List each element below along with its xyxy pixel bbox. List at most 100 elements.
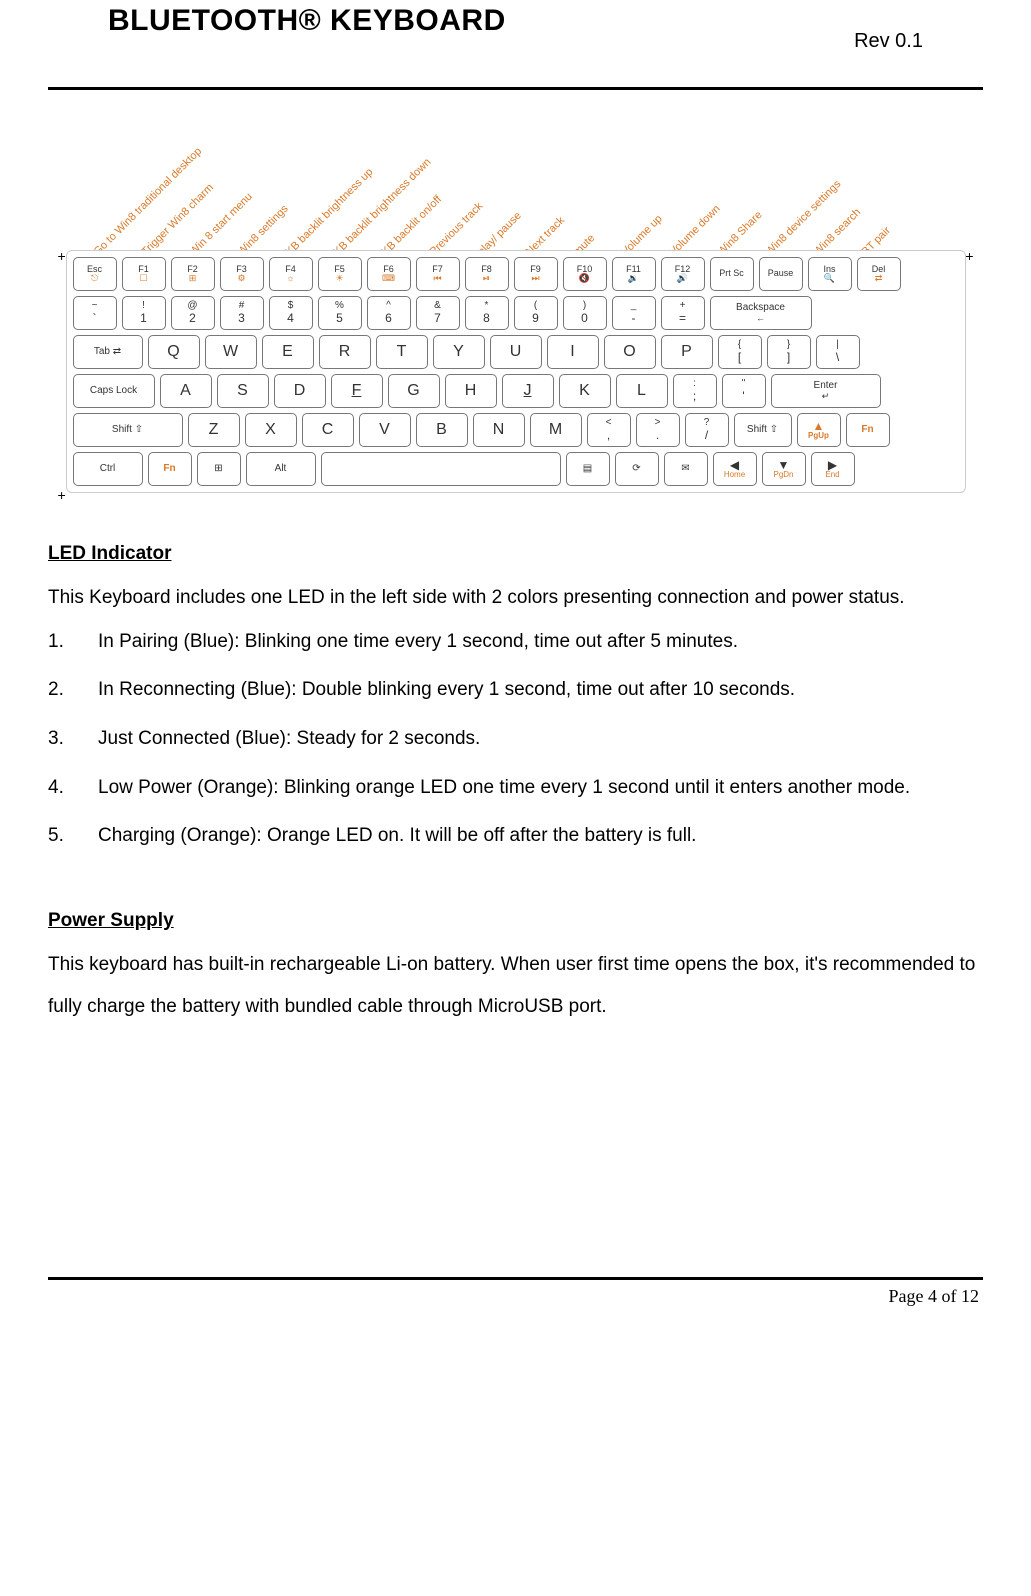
keyboard-key: (9 — [514, 296, 558, 330]
keyboard-key: !1 — [122, 296, 166, 330]
reg-mark-left: + — [58, 248, 66, 264]
keyboard-row: Tab ⇄QWERTYUIOP{[}]|\ — [73, 335, 959, 369]
keyboard-key: S — [217, 374, 269, 408]
keyboard-key: I — [547, 335, 599, 369]
keyboard-key: }] — [767, 335, 811, 369]
keyboard-key: Tab ⇄ — [73, 335, 143, 369]
list-item: Low Power (Orange): Blinking orange LED … — [48, 775, 983, 802]
list-item: Charging (Orange): Orange LED on. It wil… — [48, 823, 983, 850]
keyboard-key: :; — [673, 374, 717, 408]
footer-rule — [48, 1277, 983, 1280]
keyboard-key: F9⏭ — [514, 257, 558, 291]
keyboard-key: += — [661, 296, 705, 330]
keyboard-key: #3 — [220, 296, 264, 330]
keyboard-row: ~`!1@2#3$4%5^6&7*8(9)0_-+=Backspace← — [73, 296, 959, 330]
keyboard-row: Shift ⇧ZXCVBNM<,>.?/Shift ⇧▲PgUpFn — [73, 413, 959, 447]
keyboard-key: %5 — [318, 296, 362, 330]
keyboard-key: Fn — [148, 452, 192, 486]
fn-annotation: KB backlit brightness down — [331, 156, 433, 258]
keyboard-key: ◀Home — [713, 452, 757, 486]
reg-mark-right: + — [965, 248, 973, 264]
keyboard-key: )0 — [563, 296, 607, 330]
keyboard-key: W — [205, 335, 257, 369]
keyboard-diagram: + + + Go to Win8 traditional desktopTrig… — [66, 120, 966, 493]
keyboard-key: M — [530, 413, 582, 447]
keyboard-key: ⊞ — [197, 452, 241, 486]
keyboard-key: F4☼ — [269, 257, 313, 291]
keyboard-key: Enter↵ — [771, 374, 881, 408]
list-item: In Reconnecting (Blue): Double blinking … — [48, 677, 983, 704]
keyboard-key: F2⊞ — [171, 257, 215, 291]
keyboard-key: ⟳ — [615, 452, 659, 486]
keyboard-key: T — [376, 335, 428, 369]
keyboard-key: E — [262, 335, 314, 369]
keyboard-key: F7⏮ — [416, 257, 460, 291]
keyboard-key: F1☐ — [122, 257, 166, 291]
keyboard-key: *8 — [465, 296, 509, 330]
header-rule — [48, 87, 983, 90]
keyboard-key: F — [331, 374, 383, 408]
led-intro: This Keyboard includes one LED in the le… — [48, 577, 983, 619]
keyboard-key: R — [319, 335, 371, 369]
keyboard-key: K — [559, 374, 611, 408]
keyboard-key: G — [388, 374, 440, 408]
keyboard-key: &7 — [416, 296, 460, 330]
keyboard-key: Fn — [846, 413, 890, 447]
keyboard-key: Shift ⇧ — [734, 413, 792, 447]
keyboard-key: F8⏯ — [465, 257, 509, 291]
keyboard-key: Caps Lock — [73, 374, 155, 408]
keyboard-key: Alt — [246, 452, 316, 486]
keyboard-row: Esc⎋F1☐F2⊞F3⚙F4☼F5☀F6⌨F7⏮F8⏯F9⏭F10🔇F11🔉F… — [73, 257, 959, 291]
keyboard-key: C — [302, 413, 354, 447]
keyboard-key: U — [490, 335, 542, 369]
keyboard-key: V — [359, 413, 411, 447]
keyboard-key: Esc⎋ — [73, 257, 117, 291]
keyboard-key: N — [473, 413, 525, 447]
keyboard-key: Ins🔍 — [808, 257, 852, 291]
keyboard-key: "' — [722, 374, 766, 408]
keyboard-key: >. — [636, 413, 680, 447]
keyboard-key: F5☀ — [318, 257, 362, 291]
keyboard-key: ✉ — [664, 452, 708, 486]
keyboard-key: X — [245, 413, 297, 447]
keyboard-key: A — [160, 374, 212, 408]
keyboard-key: ~` — [73, 296, 117, 330]
keyboard-key: H — [445, 374, 497, 408]
keyboard-key: {[ — [718, 335, 762, 369]
keyboard-key: ▲PgUp — [797, 413, 841, 447]
led-heading: LED Indicator — [48, 543, 983, 565]
keyboard-key: ▤ — [566, 452, 610, 486]
keyboard-key: F12🔊 — [661, 257, 705, 291]
keyboard-key: ^6 — [367, 296, 411, 330]
power-text: This keyboard has built-in rechargeable … — [48, 944, 983, 1028]
keyboard-key: @2 — [171, 296, 215, 330]
keyboard-key: Del⇄ — [857, 257, 901, 291]
reg-mark-bottom: + — [58, 487, 66, 503]
keyboard-key: O — [604, 335, 656, 369]
keyboard-key: Backspace← — [710, 296, 812, 330]
keyboard-key: D — [274, 374, 326, 408]
keyboard-key: ▶End — [811, 452, 855, 486]
fn-annotation: KB backlit brightness up — [283, 166, 375, 258]
keyboard-key: $4 — [269, 296, 313, 330]
keyboard-key: Prt Sc — [710, 257, 754, 291]
keyboard-key: B — [416, 413, 468, 447]
keyboard-key: F6⌨ — [367, 257, 411, 291]
keyboard-key: ?/ — [685, 413, 729, 447]
keyboard-key: F3⚙ — [220, 257, 264, 291]
keyboard-row: Caps LockASDFGHJKL:;"'Enter↵ — [73, 374, 959, 408]
keyboard-row: CtrlFn⊞Alt ▤⟳✉◀Home▼PgDn▶End — [73, 452, 959, 486]
keyboard-key: J — [502, 374, 554, 408]
power-heading: Power Supply — [48, 910, 983, 932]
keyboard-key: Shift ⇧ — [73, 413, 183, 447]
keyboard-key: ▼PgDn — [762, 452, 806, 486]
keyboard-key: |\ — [816, 335, 860, 369]
keyboard-key: _- — [612, 296, 656, 330]
keyboard-key — [321, 452, 561, 486]
list-item: Just Connected (Blue): Steady for 2 seco… — [48, 726, 983, 753]
keyboard-key: Q — [148, 335, 200, 369]
fn-annotation-layer: Go to Win8 traditional desktopTrigger Wi… — [66, 120, 966, 270]
keyboard-key: Z — [188, 413, 240, 447]
page-title: BLUETOOTH® KEYBOARD — [108, 4, 506, 38]
keyboard-key: F10🔇 — [563, 257, 607, 291]
